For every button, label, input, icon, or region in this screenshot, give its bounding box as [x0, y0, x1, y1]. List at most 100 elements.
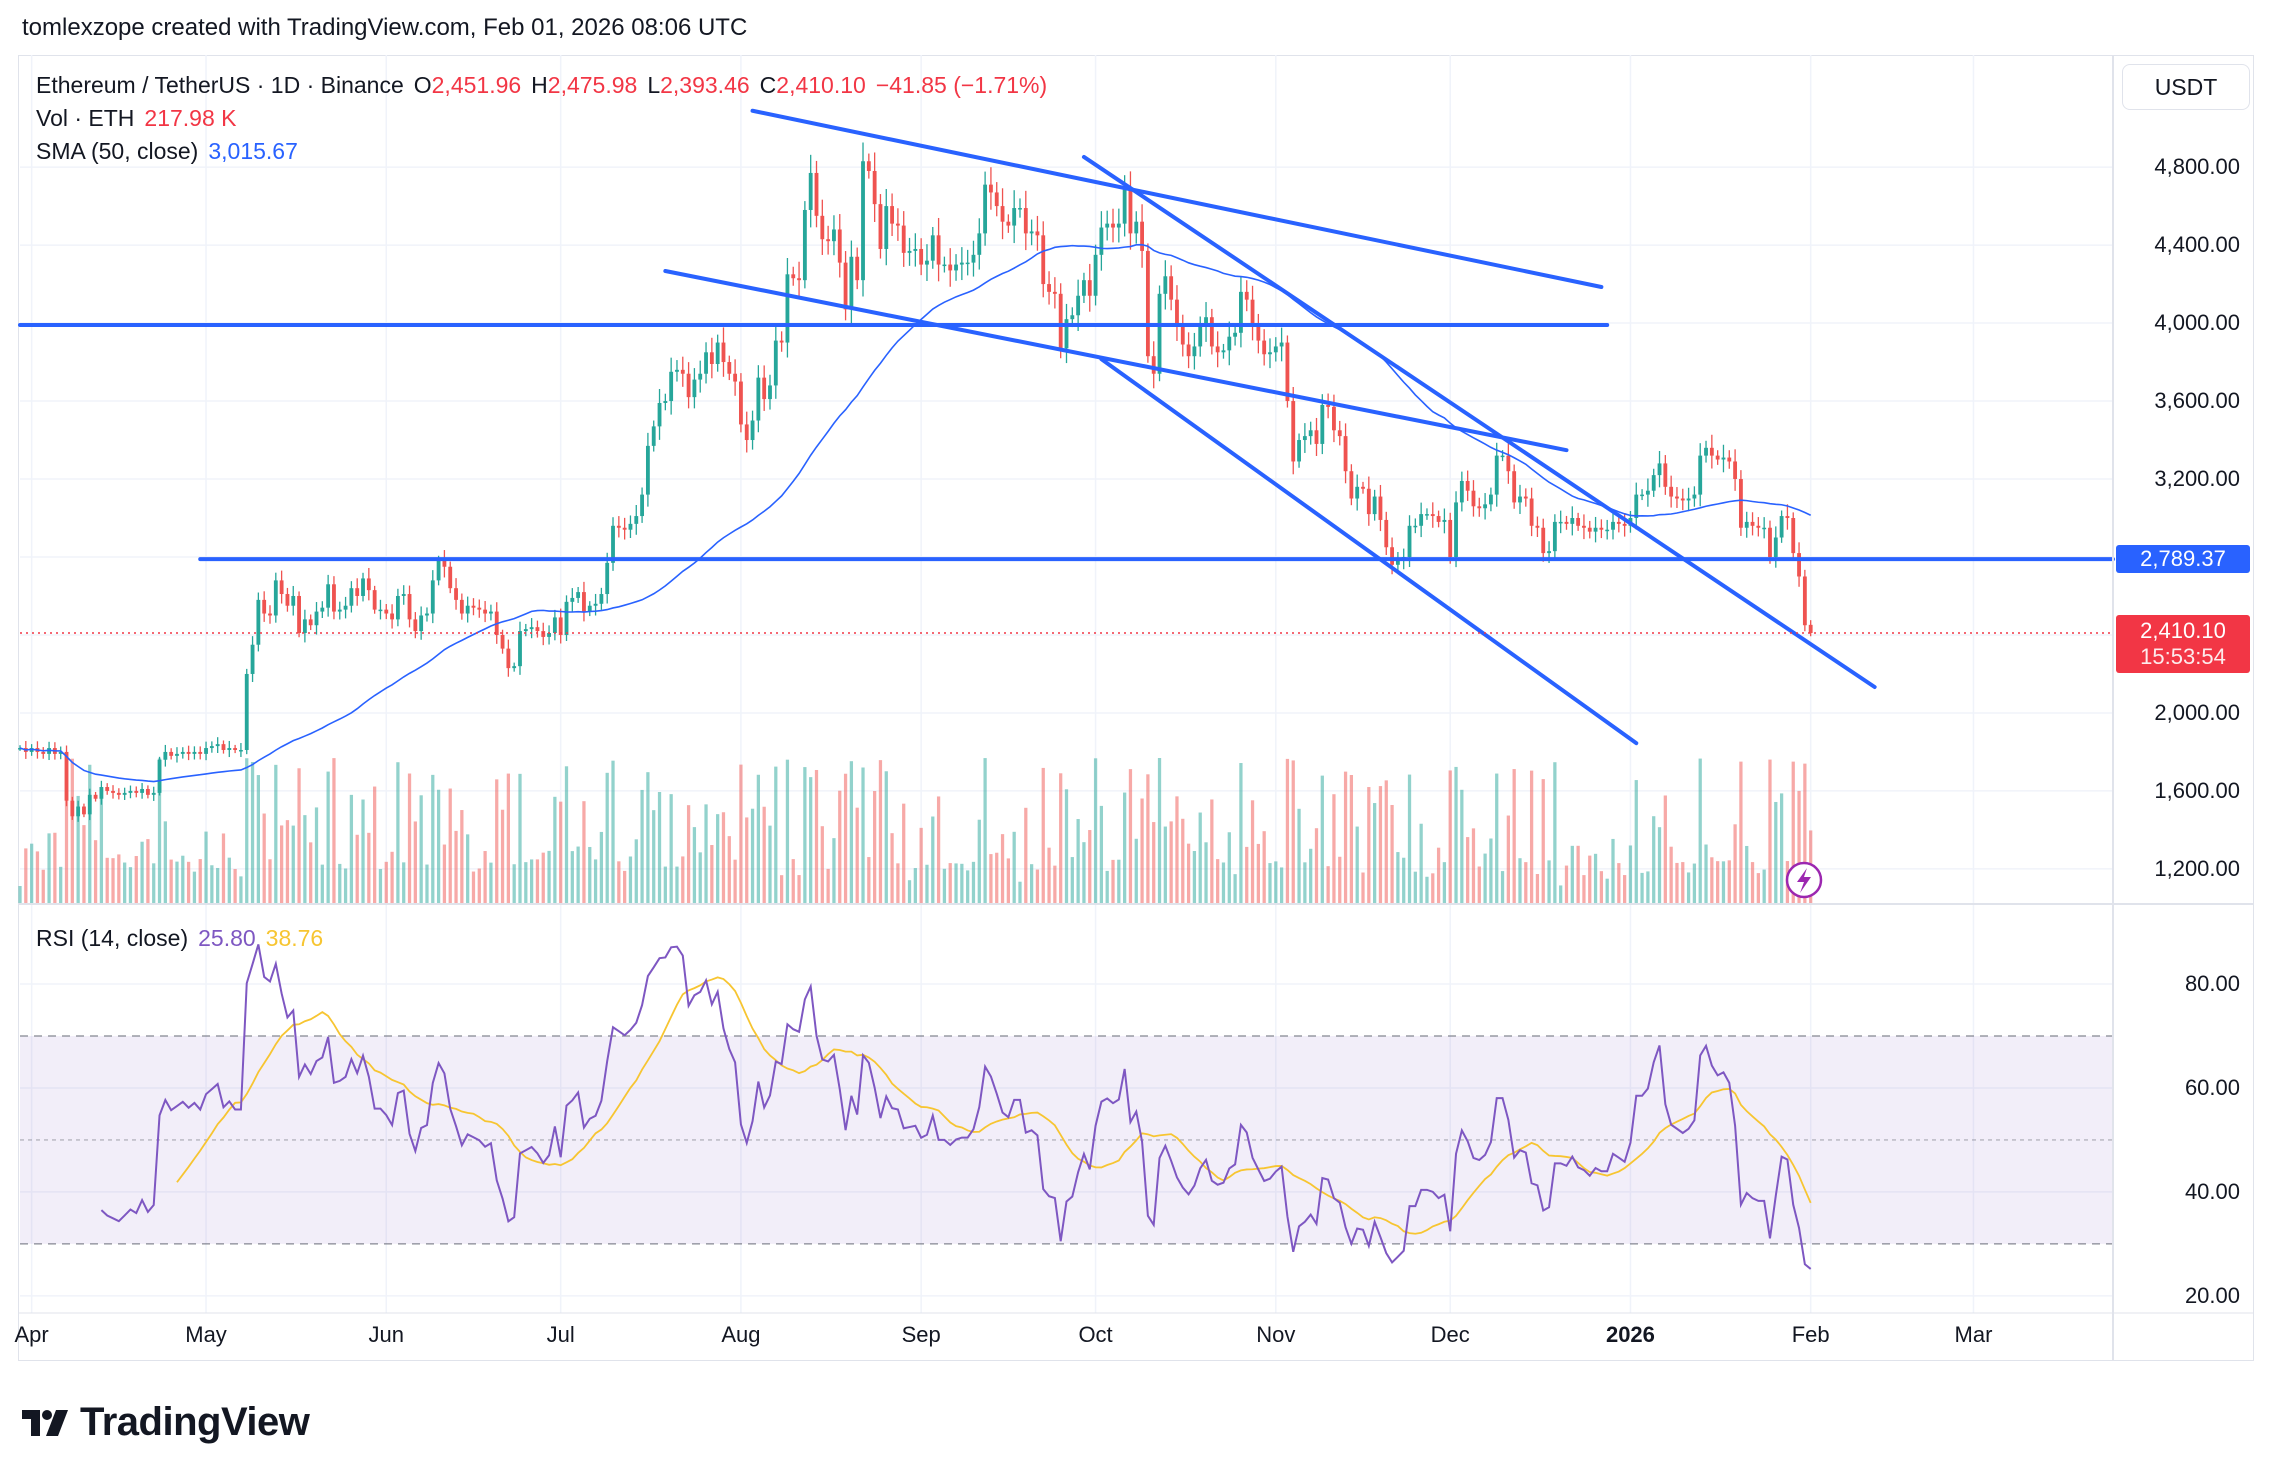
volume-bar [535, 859, 540, 904]
volume-bar [1390, 804, 1394, 904]
sma-label[interactable]: SMA (50, close) [36, 138, 199, 164]
symbol-name[interactable]: Ethereum / TetherUS · 1D · Binance [36, 72, 404, 98]
candle-body [948, 264, 953, 271]
volume-bar [681, 856, 685, 904]
volume-bar [1204, 842, 1208, 904]
candle-body [1791, 518, 1796, 554]
volume-bar [919, 827, 923, 904]
volume-bar [1000, 834, 1005, 904]
volume-bar [1611, 838, 1615, 904]
volume-bar [1489, 838, 1493, 904]
volume-label[interactable]: Vol · ETH [36, 105, 135, 131]
volume-bar [1018, 881, 1022, 904]
candle-body [733, 373, 738, 382]
currency-button[interactable]: USDT [2122, 64, 2250, 110]
volume-bar [733, 859, 737, 904]
price-tick-label: 4,800.00 [2154, 154, 2240, 180]
volume-bar [123, 862, 127, 904]
candle-body [645, 445, 650, 495]
volume-bar [59, 866, 63, 904]
candle-body [308, 619, 313, 626]
high-label: H [531, 72, 548, 98]
lightning-icon[interactable] [1785, 861, 1823, 899]
candle-body [715, 342, 720, 364]
volume-bar [355, 834, 359, 904]
volume-bar [1704, 844, 1708, 904]
candle-body [1407, 525, 1412, 557]
volume-bar [716, 814, 720, 904]
candle-body [884, 206, 889, 249]
volume-bar [832, 838, 836, 904]
candle-body [826, 239, 831, 242]
volume-bar [564, 766, 569, 904]
candle-body [587, 605, 592, 612]
volume-bar [419, 795, 423, 904]
candle-body [1518, 496, 1522, 503]
candle-body [1349, 471, 1354, 499]
volume-bar [611, 760, 615, 904]
volume-bar [256, 775, 260, 904]
candle-body [1291, 401, 1296, 462]
volume-bar [471, 871, 476, 904]
candle-body [1622, 523, 1627, 526]
candle-body [779, 340, 784, 343]
volume-bar [634, 839, 638, 904]
candle-body [361, 578, 365, 596]
candle-body [1494, 455, 1499, 495]
volume-bar [1675, 862, 1679, 904]
candle-body [1355, 486, 1360, 499]
candle-body [1128, 188, 1133, 234]
volume-bar [762, 806, 766, 904]
candle-body [657, 402, 662, 427]
volume-bar [163, 821, 167, 904]
chart-frame [18, 55, 2254, 1361]
logo-text: TradingView [80, 1400, 310, 1444]
candle-body [1233, 332, 1238, 337]
volume-bar [76, 795, 80, 904]
candle-body [558, 617, 563, 635]
volume-bar [1436, 847, 1441, 904]
candle-body [157, 759, 162, 793]
candle-body [99, 787, 104, 799]
candle-body [901, 225, 906, 253]
candle-body [1721, 457, 1726, 460]
candle-body [913, 248, 918, 251]
volume-legend: Vol · ETH 217.98 K [36, 105, 247, 132]
candle-body [145, 788, 150, 795]
candle-body [820, 215, 825, 240]
volume-bar [477, 868, 481, 904]
volume-bar [1442, 862, 1447, 904]
volume-bar [1239, 763, 1243, 904]
candle-body [1459, 480, 1464, 503]
volume-bar [1192, 851, 1197, 904]
candle-body [227, 748, 232, 750]
volume-bar [47, 833, 51, 904]
volume-bar [1698, 758, 1702, 904]
candle-body [698, 373, 703, 380]
upper-resistance-trendline [750, 108, 1604, 289]
candle-body [1082, 280, 1086, 296]
volume-bar [1012, 831, 1016, 904]
candle-body [390, 613, 395, 620]
volume-bar [1774, 801, 1778, 904]
candle-body [41, 751, 46, 754]
volume-bar [1285, 758, 1290, 904]
volume-bar [175, 861, 179, 904]
candle-body [1698, 455, 1703, 495]
volume-bar [1599, 871, 1604, 904]
candle-body [1715, 455, 1720, 460]
candle-body [1105, 223, 1110, 228]
volume-bar [128, 867, 133, 904]
volume-bar [1762, 869, 1766, 904]
volume-bar [1652, 816, 1656, 904]
tradingview-logo[interactable]: TradingView [22, 1400, 310, 1445]
candle-body [122, 792, 127, 795]
volume-bar [1768, 759, 1772, 904]
candle-body [64, 751, 69, 801]
candle-body [1500, 455, 1505, 458]
candle-body [1512, 471, 1517, 503]
candle-body [1465, 480, 1470, 491]
candle-body [58, 751, 63, 754]
rsi-label[interactable]: RSI (14, close) [36, 925, 189, 951]
